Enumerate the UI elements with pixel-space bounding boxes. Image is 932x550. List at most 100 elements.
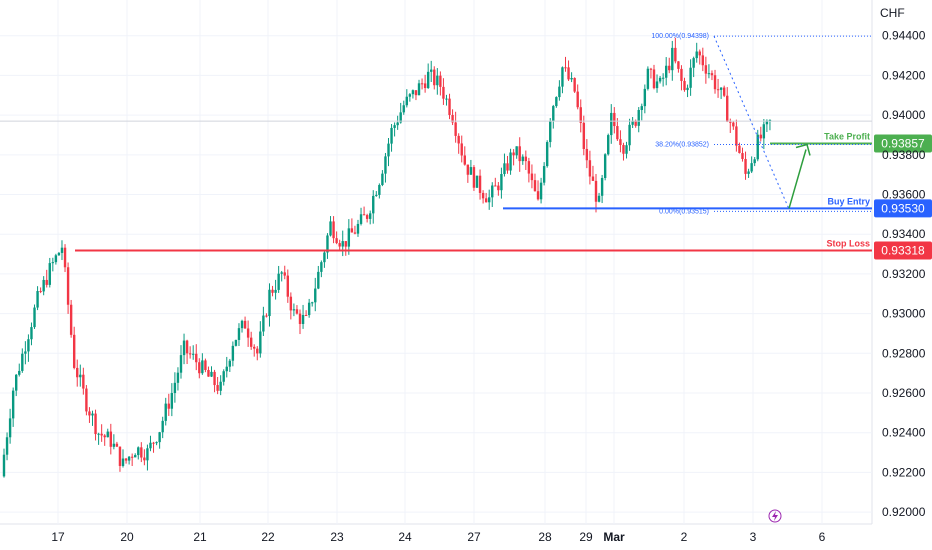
candle-body	[744, 159, 746, 174]
candle-body	[641, 106, 643, 110]
candle-body	[622, 145, 624, 154]
candle-body	[18, 371, 20, 375]
candle-body	[146, 448, 148, 460]
candle-body	[235, 340, 237, 346]
candle-body	[390, 128, 392, 144]
x-tick-label: 28	[538, 530, 552, 544]
candle-body	[665, 66, 667, 78]
y-tick-label: 0.92000	[882, 505, 926, 519]
candle-body	[183, 341, 185, 356]
candle-body	[509, 152, 511, 170]
candle-body	[155, 442, 157, 443]
candle-body	[387, 144, 389, 157]
candle-body	[726, 96, 728, 122]
candle-body	[583, 123, 585, 149]
y-tick-label: 0.93400	[882, 227, 926, 241]
price-axis[interactable]: CHF0.944000.942000.940000.938000.936000.…	[880, 6, 926, 519]
candle-body	[576, 92, 578, 108]
x-tick-label: 23	[330, 530, 344, 544]
candle-body	[70, 305, 72, 335]
candle-body	[128, 457, 130, 461]
candle-body	[360, 214, 362, 224]
candle-body	[268, 290, 270, 316]
candle-body	[589, 160, 591, 176]
candle-body	[122, 459, 124, 466]
candle-body	[393, 125, 395, 128]
candle-body	[604, 154, 606, 178]
candle-body	[702, 55, 704, 65]
candle-body	[753, 159, 755, 163]
candle-body	[165, 404, 167, 421]
candle-body	[143, 458, 145, 461]
candle-body	[653, 69, 655, 88]
candle-body	[671, 48, 673, 70]
candle-body	[634, 121, 636, 126]
candle-body	[412, 90, 414, 94]
candle-body	[625, 145, 627, 154]
y-tick-label: 0.92200	[882, 465, 926, 479]
candle-body	[662, 78, 664, 79]
trade-levels: Take Profit 0.93857Buy Entry 0.93530Stop L…	[0, 121, 932, 259]
candle-body	[763, 124, 765, 138]
candle-body	[729, 122, 731, 123]
candle-body	[253, 347, 255, 349]
candle-body	[42, 280, 44, 291]
candle-body	[363, 214, 365, 215]
currency-unit-label: CHF	[880, 6, 905, 20]
candle-body	[232, 346, 234, 361]
candle-body	[67, 267, 69, 304]
stop-loss-label: Stop Loss	[826, 238, 870, 248]
candle-body	[119, 447, 121, 466]
candle-body	[461, 143, 463, 155]
candle-body	[174, 383, 176, 393]
candle-body	[522, 157, 524, 161]
candle-body	[210, 372, 212, 377]
candle-body	[403, 105, 405, 112]
candle-body	[503, 163, 505, 174]
y-tick-label: 0.94400	[882, 29, 926, 43]
candle-body	[717, 89, 719, 90]
candle-body	[180, 355, 182, 373]
candle-body	[619, 139, 621, 145]
candle-body	[567, 67, 569, 79]
candle-body	[668, 66, 670, 70]
candle-body	[595, 181, 597, 202]
x-tick-label: 17	[51, 530, 65, 544]
candle-body	[711, 73, 713, 75]
candle-body	[161, 421, 163, 432]
candle-body	[427, 72, 429, 88]
candle-body	[732, 123, 734, 127]
candle-body	[107, 432, 109, 438]
candle-body	[137, 447, 139, 455]
candle-body	[189, 353, 191, 354]
candle-body	[140, 447, 142, 457]
candle-body	[250, 338, 252, 347]
candle-body	[482, 193, 484, 198]
candle-body	[369, 213, 371, 219]
candle-body	[91, 414, 93, 416]
candle-body	[647, 69, 649, 89]
candle-body	[290, 297, 292, 311]
candle-body	[229, 361, 231, 367]
candle-body	[39, 291, 41, 292]
x-tick-label: 6	[819, 530, 826, 544]
candle-body	[6, 437, 8, 454]
y-tick-label: 0.93200	[882, 267, 926, 281]
time-axis[interactable]: 17 20 21 22 23 24 27 28 29 Mar 2 3 6	[51, 530, 825, 544]
candle-body	[125, 459, 127, 461]
candle-body	[85, 389, 87, 412]
candle-body	[317, 272, 319, 289]
buy-entry-label: Buy Entry	[827, 196, 870, 206]
candle-body	[610, 113, 612, 135]
candle-body	[79, 375, 81, 378]
candle-body	[592, 177, 594, 181]
candle-body	[485, 198, 487, 202]
candle-body	[113, 444, 115, 447]
candle-body	[49, 263, 51, 285]
candle-body	[293, 309, 295, 310]
candle-body	[488, 197, 490, 202]
candle-body	[601, 178, 603, 196]
candle-body	[558, 87, 560, 97]
candle-body	[561, 67, 563, 86]
